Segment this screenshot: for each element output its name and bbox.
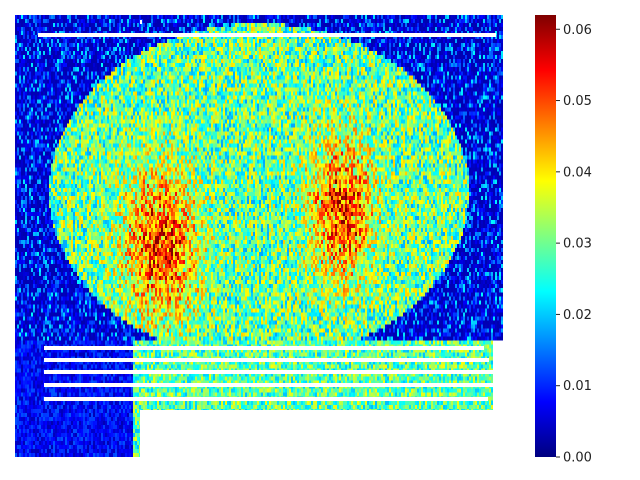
colorbar: [535, 15, 556, 457]
missing-row-stripe: [44, 358, 489, 362]
colorbar-gradient: [535, 15, 556, 457]
colorbar-tick-label: 0.00: [563, 451, 592, 466]
missing-row-stripe: [44, 346, 484, 350]
heatmap-plot-area: [15, 15, 503, 457]
missing-row-stripe: [44, 383, 502, 387]
colorbar-tick-label: 0.02: [563, 308, 592, 323]
colorbar-tick-label: 0.01: [563, 379, 592, 394]
heatmap-missing-rows: [38, 20, 505, 460]
heatmap-cells: [15, 15, 503, 457]
missing-row-stripe: [140, 20, 142, 24]
colorbar-tick-label: 0.03: [563, 237, 592, 252]
empty-region: [140, 410, 505, 460]
colorbar-tick-label: 0.06: [563, 23, 592, 38]
missing-row-stripe: [44, 370, 504, 374]
missing-row-stripe: [38, 33, 496, 37]
colorbar-tick-label: 0.04: [563, 165, 592, 180]
colorbar-ticks: 0.00 0.01 0.02 0.03 0.04 0.05 0.06: [556, 23, 592, 466]
missing-row-stripe: [44, 397, 488, 401]
colorbar-tick-label: 0.05: [563, 94, 592, 109]
